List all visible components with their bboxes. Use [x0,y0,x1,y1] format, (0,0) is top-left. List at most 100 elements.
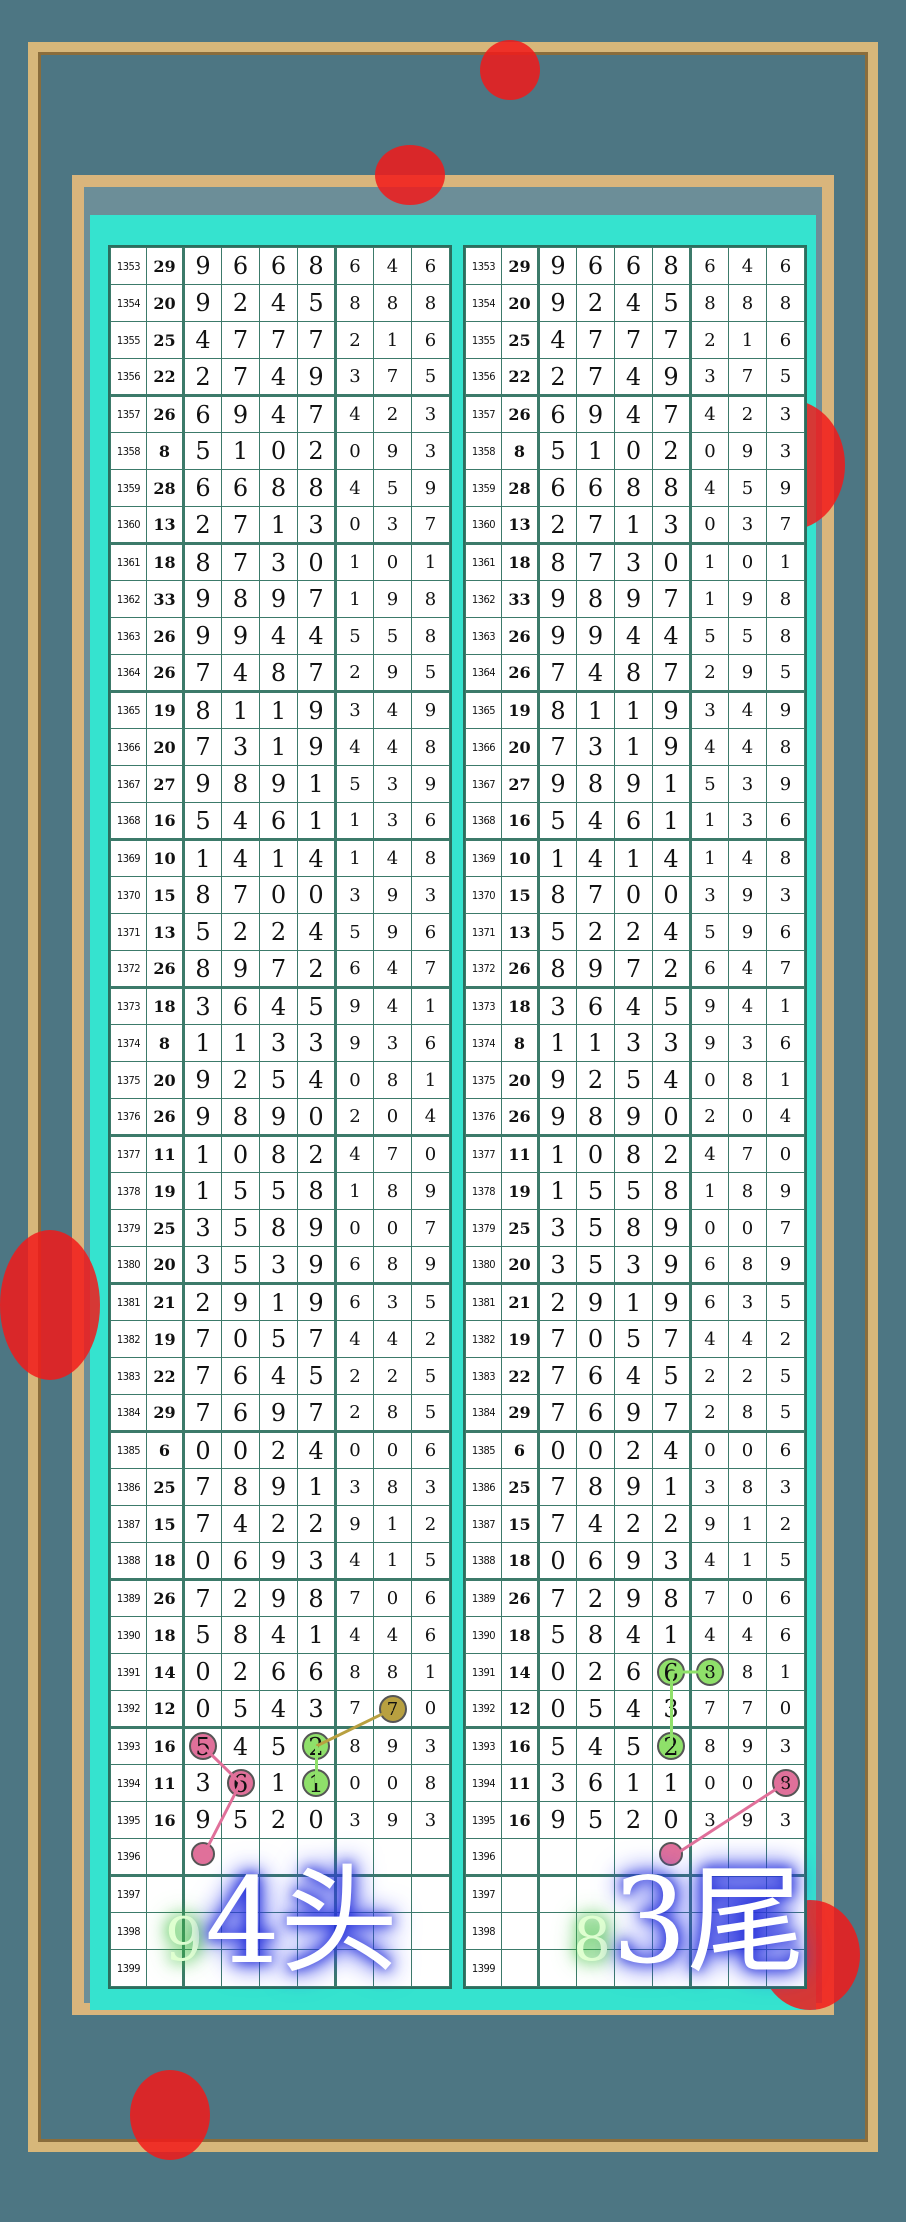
table-row: 1387 15 7 4 2 2 9 1 2 [110,1505,450,1543]
cell-value: 3 [550,1250,566,1279]
cell-value: 8 [779,588,792,610]
table-row: 1359 28 6 6 8 8 4 5 9 [465,469,805,507]
digit-cell: 9 [259,1542,298,1581]
table-row: 1361 18 8 7 3 0 1 0 1 [465,543,805,581]
digit-cell: 5 [538,1727,577,1765]
cell-value: 4 [625,1621,642,1649]
digit-cell: 9 [297,1246,337,1285]
cell-value: 2 [232,289,249,317]
digit-cell: 8 [652,1172,692,1210]
sum-cell: 26 [501,950,540,989]
cell-value: 0 [704,1217,716,1239]
cell-value: 8 [424,848,437,869]
cell-value: 7 [386,1144,399,1165]
digit-cell: 2 [614,913,653,951]
cell-value: 20 [508,737,531,757]
cell-value: 9 [741,921,754,943]
cell-value: 1 [625,510,642,539]
cell-value: 20 [153,293,176,313]
cell-value: 9 [779,773,792,795]
digit-cell: 1 [335,580,374,618]
digit-cell: 0 [335,506,374,545]
issue-cell: 1358 [110,432,147,470]
right-history-table: 1353 29 9 6 6 8 6 4 6 1354 20 9 2 4 5 8 8 8 1355 25 4 7 7 7 2 1 6 1… [463,245,807,1989]
digit-cell: 8 [766,839,805,877]
cell-value: 25 [153,1477,176,1497]
cell-value: 8 [625,1214,642,1242]
digit-cell: 8 [766,617,805,655]
digit-cell: 9 [335,1024,374,1062]
issue-cell: 1379 [110,1209,147,1247]
cell-value: 9 [308,1214,324,1242]
sum-cell: 16 [501,1801,540,1839]
digit-cell: 0 [297,876,337,914]
sum-cell: 19 [501,691,540,729]
issue-cell: 1391 [465,1653,502,1691]
cell-value: 1397 [471,1888,496,1901]
sum-cell: 19 [501,1172,540,1210]
cell-value: 7 [270,326,287,354]
issue-cell: 1395 [465,1801,502,1839]
digit-cell: 4 [297,913,337,951]
cell-value: 0 [741,1440,754,1461]
cell-value: 4 [232,1510,249,1538]
digit-cell: 5 [614,1172,653,1210]
cell-value: 4 [386,700,399,721]
cell-value: 1 [232,1029,249,1057]
cell-value: 2 [704,1365,716,1387]
cell-value: 8 [741,1254,754,1275]
digit-cell [221,1875,260,1913]
digit-cell: 3 [183,987,222,1025]
cell-value: 21 [153,1293,176,1312]
table-row: 1366 20 7 3 1 9 4 4 8 [465,728,805,766]
digit-cell: 4 [221,654,260,693]
digit-cell: 2 [766,1320,805,1358]
digit-cell: 4 [221,839,260,877]
digit-cell: 9 [728,654,767,693]
cell-value: 4 [232,806,249,835]
cell-value: 4 [741,1624,754,1646]
digit-cell: 3 [766,1801,805,1839]
digit-cell: 5 [728,469,767,507]
issue-cell: 1353 [110,247,147,285]
cell-value: 6 [424,1624,437,1646]
cell-value: 20 [508,1255,531,1274]
table-row: 1357 26 6 9 4 7 4 2 3 [110,395,450,433]
issue-cell: 1383 [110,1357,147,1395]
digit-cell: 0 [652,1801,692,1839]
digit-cell: 4 [335,728,374,766]
table-row: 1368 16 5 4 6 1 1 3 6 [465,802,805,841]
table-row: 1369 10 1 4 1 4 1 4 8 [110,839,450,877]
cell-value: 1 [663,1621,679,1649]
digit-cell: 5 [576,1801,615,1839]
digit-cell: 0 [373,1098,412,1137]
digit-cell: 2 [259,1801,298,1839]
cell-value: 6 [625,1658,642,1686]
cell-value: 6 [704,1292,716,1313]
cell-value: 8 [158,441,171,461]
digit-cell: 7 [335,1579,374,1617]
cell-value: 1394 [471,1776,496,1790]
cell-value: 4 [741,848,754,869]
digit-cell: 4 [614,1357,653,1395]
sum-cell: 12 [501,1690,540,1729]
table-row: 1372 26 8 9 7 2 6 4 7 [465,950,805,989]
digit-cell: 6 [614,247,653,285]
issue-cell: 1355 [465,321,502,359]
cell-value: 2 [704,1402,716,1423]
cell-value: 4 [704,736,716,758]
digit-cell: 6 [411,1431,450,1469]
cell-value: 16 [153,811,176,830]
issue-cell: 1388 [465,1542,502,1581]
cell-value: 1357 [471,408,496,421]
table-row: 1391 14 0 2 6 6 8 8 1 [110,1653,450,1691]
digit-cell: 9 [411,691,450,729]
digit-cell: 6 [538,395,577,433]
digit-cell: 2 [297,1505,337,1543]
digit-cell: 0 [538,1542,577,1581]
sum-cell: 26 [501,617,540,655]
cell-value: 7 [550,1473,566,1501]
cell-value: 9 [349,1513,361,1535]
table-row: 1392 12 0 5 4 3 7 7 0 [110,1690,450,1729]
cell-value: 3 [349,1476,361,1498]
